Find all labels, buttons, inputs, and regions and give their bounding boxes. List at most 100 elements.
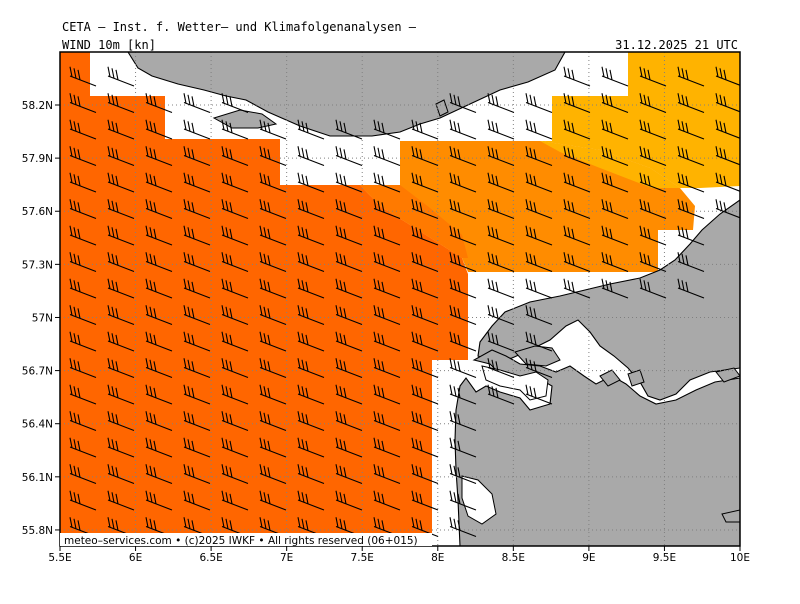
wind-barb <box>677 172 705 193</box>
wind-barb <box>639 119 667 140</box>
wind-barb <box>69 66 97 87</box>
wind-barb <box>601 199 629 220</box>
wind-barb <box>335 358 363 379</box>
wind-barb <box>297 358 325 379</box>
wind-barb <box>145 252 173 273</box>
wind-barb <box>183 305 211 326</box>
wind-barb <box>677 278 705 299</box>
wind-barb <box>487 252 515 273</box>
wind-barb <box>525 146 553 167</box>
wind-barb <box>221 225 249 246</box>
wind-barb <box>107 278 135 299</box>
wind-barb <box>411 252 439 273</box>
wind-barb <box>107 464 135 485</box>
wind-barb <box>525 172 553 193</box>
wind-barb <box>297 146 325 167</box>
wind-barb <box>183 331 211 352</box>
wind-barb <box>601 252 629 273</box>
wind-barb <box>411 172 439 193</box>
wind-barb <box>449 172 477 193</box>
x-tick-label: 8.5E <box>502 552 525 564</box>
wind-barb <box>335 119 363 140</box>
wind-barb <box>601 225 629 246</box>
wind-barb <box>259 278 287 299</box>
wind-barb <box>183 358 211 379</box>
wind-barb <box>639 146 667 167</box>
graticule <box>60 52 740 546</box>
wind-barb <box>221 384 249 405</box>
wind-barb <box>525 331 553 352</box>
wind-barb <box>297 437 325 458</box>
wind-barb <box>259 464 287 485</box>
wind-barb <box>449 464 477 485</box>
wind-barb <box>715 199 740 219</box>
wind-barb <box>449 358 477 379</box>
wind-barb <box>449 331 477 352</box>
wind-barb <box>297 199 325 220</box>
y-tick-label: 57.3N <box>22 259 53 271</box>
wind-barb <box>69 490 97 511</box>
wind-barb <box>487 172 515 193</box>
wind-barb <box>145 278 173 299</box>
wind-barb <box>69 225 97 246</box>
wind-barb <box>639 252 667 273</box>
wind-barb <box>107 411 135 432</box>
wind-barb <box>677 199 705 220</box>
wind-barb <box>715 66 740 86</box>
wind-barb <box>69 93 97 114</box>
wind-barb <box>335 199 363 220</box>
wind-barb <box>449 411 477 432</box>
wind-barb <box>487 93 515 114</box>
wind-barb <box>297 384 325 405</box>
danish-island <box>721 509 740 523</box>
wind-barb <box>449 437 477 458</box>
wind-barb <box>107 225 135 246</box>
wind-barb <box>373 490 401 511</box>
x-tick-label: 7.5E <box>351 552 374 564</box>
wind-barb <box>449 490 477 511</box>
wind-barb <box>563 119 591 140</box>
x-tick-label: 5.5E <box>48 552 71 564</box>
wind-barb <box>69 517 97 538</box>
credit-box <box>60 533 432 546</box>
wind-barb <box>563 146 591 167</box>
wind-barb <box>259 252 287 273</box>
wind-barb <box>677 225 705 246</box>
wind-barb <box>183 225 211 246</box>
wind-barb <box>411 490 439 511</box>
wind-barb <box>335 464 363 485</box>
wind-barb <box>487 119 515 140</box>
y-tick-label: 56.4N <box>22 419 53 431</box>
wind-barb <box>183 517 211 538</box>
credit-text: meteo–services.com • (c)2025 IWKF • All … <box>64 535 418 547</box>
wind-barb <box>525 119 553 140</box>
x-tick-label: 6E <box>129 552 142 564</box>
wind-barb <box>221 490 249 511</box>
wind-barb <box>411 358 439 379</box>
x-tick-label: 9.5E <box>653 552 676 564</box>
wind-barb <box>449 93 477 114</box>
wind-barb <box>145 172 173 193</box>
wind-barb <box>69 278 97 299</box>
wind-barb <box>411 278 439 299</box>
wind-barb <box>259 305 287 326</box>
wind-barb <box>69 146 97 167</box>
wind-barb <box>335 384 363 405</box>
wind-barb <box>601 278 629 299</box>
y-tick-label: 57N <box>32 312 53 324</box>
y-tick-label: 57.9N <box>22 153 53 165</box>
wind-barb <box>487 384 515 405</box>
wind-barb <box>183 437 211 458</box>
wind-barb <box>373 384 401 405</box>
wind-barb <box>297 172 325 193</box>
wind-barb <box>107 305 135 326</box>
wind-barb <box>69 172 97 193</box>
wind-barb <box>677 119 705 140</box>
wind-barb <box>145 490 173 511</box>
wind-barb <box>373 252 401 273</box>
wind-barb <box>107 331 135 352</box>
wind-barb <box>373 411 401 432</box>
wind-barb <box>335 278 363 299</box>
wind-barb <box>639 93 667 114</box>
wind-barb <box>183 411 211 432</box>
